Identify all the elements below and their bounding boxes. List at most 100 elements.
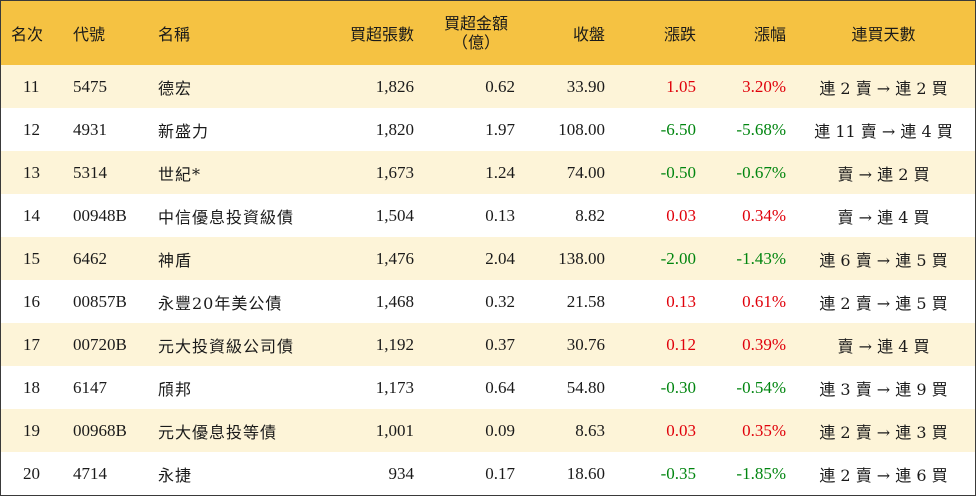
cell-name: 永豐20年美公債: [158, 293, 283, 313]
header-change: 漲跌: [663, 25, 696, 44]
cell-rank: 19: [23, 420, 40, 440]
cell-net-amount: 0.64: [485, 377, 515, 397]
cell-name: 頎邦: [158, 379, 193, 399]
cell-net-lots: 1,504: [375, 205, 414, 225]
cell-pct: -1.43%: [736, 248, 786, 268]
table-row: 12 4931 新盛力 1,820 1.97 108.00 -6.50 -5.68% 連 11 …: [1, 108, 975, 151]
cell-net-amount: 0.37: [485, 334, 515, 354]
table-row: 16 00857B 永豐20年美公債 1,468 0.32 21.58 0.13 0.61% 連…: [1, 280, 975, 323]
cell-close: 108.00: [558, 119, 605, 139]
cell-name: 元大優息投等債: [158, 422, 278, 442]
cell-pct: -0.54%: [736, 377, 786, 397]
cell-pct: 0.35%: [742, 420, 786, 440]
cell-net-amount: 0.17: [485, 463, 515, 483]
cell-pct: 0.39%: [742, 334, 786, 354]
cell-code: 6147: [73, 377, 107, 397]
cell-streak: 賣 → 連 2 買: [837, 164, 930, 184]
cell-code: 00720B: [73, 334, 127, 354]
cell-streak: 連 11 賣 → 連 4 買: [814, 121, 953, 141]
cell-net-lots: 1,001: [375, 420, 414, 440]
cell-rank: 15: [23, 248, 40, 268]
cell-rank: 16: [23, 291, 40, 311]
table-row: 11 5475 德宏 1,826 0.62 33.90 1.05 3.20% 連 2 賣 → 連…: [1, 65, 975, 108]
cell-net-amount: 0.32: [485, 291, 515, 311]
cell-net-amount: 0.09: [485, 420, 515, 440]
cell-close: 8.63: [575, 420, 605, 440]
cell-net-lots: 1,820: [375, 119, 414, 139]
cell-pct: -1.85%: [736, 463, 786, 483]
cell-pct: -5.68%: [736, 119, 786, 139]
cell-close: 54.80: [566, 377, 605, 397]
cell-streak: 連 2 賣 → 連 6 買: [819, 465, 948, 485]
cell-rank: 17: [23, 334, 40, 354]
cell-change: 1.05: [666, 76, 696, 96]
cell-net-lots: 1,673: [375, 162, 414, 182]
cell-rank: 13: [23, 162, 40, 182]
cell-code: 5475: [73, 76, 107, 96]
cell-close: 8.82: [575, 205, 605, 225]
cell-pct: -0.67%: [736, 162, 786, 182]
cell-close: 74.00: [566, 162, 605, 182]
cell-change: 0.13: [666, 291, 696, 311]
header-pct: 漲幅: [753, 25, 786, 44]
cell-net-amount: 1.24: [485, 162, 515, 182]
cell-change: -6.50: [660, 119, 696, 139]
cell-change: 0.03: [666, 420, 696, 440]
header-net-lots: 買超張數: [349, 25, 414, 44]
cell-name: 德宏: [158, 78, 193, 98]
cell-streak: 連 2 賣 → 連 5 買: [819, 293, 948, 313]
cell-name: 元大投資級公司債: [158, 336, 295, 356]
cell-name: 新盛力: [158, 121, 210, 141]
cell-net-amount: 0.62: [485, 76, 515, 96]
cell-code: 6462: [73, 248, 107, 268]
cell-close: 33.90: [566, 76, 605, 96]
cell-code: 00857B: [73, 291, 127, 311]
cell-close: 18.60: [566, 463, 605, 483]
cell-code: 4931: [73, 119, 107, 139]
cell-code: 4714: [73, 463, 107, 483]
table-row: 18 6147 頎邦 1,173 0.64 54.80 -0.30 -0.54% 連 3 賣 →…: [1, 366, 975, 409]
cell-streak: 連 2 賣 → 連 2 買: [819, 78, 948, 98]
header-net-amount-label: 買超金額: [443, 14, 508, 33]
cell-code: 00968B: [73, 420, 127, 440]
cell-change: -0.50: [660, 162, 696, 182]
table-row: 17 00720B 元大投資級公司債 1,192 0.37 30.76 0.12 0.39% 賣…: [1, 323, 975, 366]
header-rank: 名次: [11, 25, 44, 44]
cell-code: 00948B: [73, 205, 127, 225]
cell-change: -0.30: [660, 377, 696, 397]
cell-streak: 連 6 賣 → 連 5 買: [819, 250, 948, 270]
cell-change: -2.00: [660, 248, 696, 268]
cell-streak: 連 3 賣 → 連 9 買: [819, 379, 948, 399]
cell-net-lots: 1,468: [375, 291, 414, 311]
table-row: 13 5314 世紀* 1,673 1.24 74.00 -0.50 -0.67% 賣 → 連 …: [1, 151, 975, 194]
cell-net-lots: 1,173: [375, 377, 414, 397]
header-code: 代號: [73, 25, 106, 44]
header-name: 名稱: [158, 25, 191, 44]
cell-rank: 11: [23, 76, 40, 96]
header-net-amount-unit: （億）: [451, 33, 500, 52]
cell-name: 永捷: [158, 465, 193, 485]
cell-pct: 0.61%: [742, 291, 786, 311]
cell-streak: 連 2 賣 → 連 3 買: [819, 422, 948, 442]
table-header: 名次 代號 名稱 買超張數 買超金額 （億） 收盤 漲跌 漲幅 連買天數: [1, 1, 975, 65]
cell-code: 5314: [73, 162, 107, 182]
cell-pct: 0.34%: [742, 205, 786, 225]
table-row: 14 00948B 中信優息投資級債 1,504 0.13 8.82 0.03 0.34% 賣 …: [1, 194, 975, 237]
table-row: 19 00968B 元大優息投等債 1,001 0.09 8.63 0.03 0.35% 連 2…: [1, 409, 975, 452]
cell-pct: 3.20%: [742, 76, 786, 96]
cell-rank: 12: [23, 119, 40, 139]
cell-net-lots: 1,192: [375, 334, 414, 354]
cell-close: 138.00: [558, 248, 605, 268]
cell-net-amount: 0.13: [485, 205, 515, 225]
cell-net-amount: 2.04: [485, 248, 515, 268]
cell-change: 0.03: [666, 205, 696, 225]
cell-name: 世紀*: [158, 164, 202, 184]
table-row: 20 4714 永捷 934 0.17 18.60 -0.35 -1.85% 連 2 賣 → 連…: [1, 452, 975, 495]
cell-rank: 18: [23, 377, 40, 397]
cell-name: 中信優息投資級債: [158, 207, 295, 227]
cell-streak: 賣 → 連 4 買: [837, 336, 930, 356]
header-close: 收盤: [572, 25, 605, 44]
cell-change: -0.35: [660, 463, 696, 483]
cell-change: 0.12: [666, 334, 696, 354]
